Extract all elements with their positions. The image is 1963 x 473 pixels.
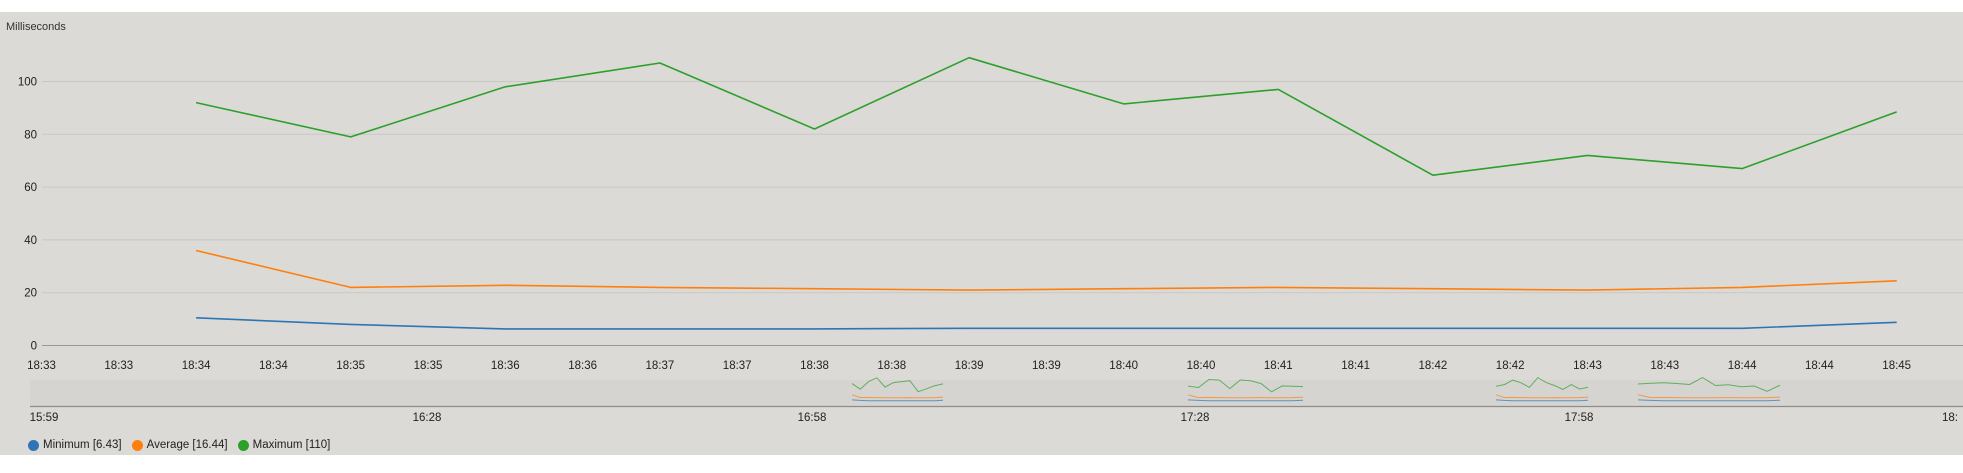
navigator-tick-label: 17:58 [1565,412,1594,424]
x-tick-label: 18:36 [568,360,597,372]
x-tick-label: 18:38 [877,360,906,372]
legend: Minimum [6.43] Average [16.44] Maximum [… [28,437,330,453]
chart-container: Milliseconds 0 20 40 60 80 100 18:33 18:33 18:34 1… [0,12,1963,455]
series-line-minimum[interactable] [196,317,1897,330]
y-tick-label: 0 [31,341,37,353]
x-tick-label: 18:37 [646,360,675,372]
navigator-line-maximum [1495,376,1589,390]
x-tick-label: 18:33 [104,360,133,372]
x-tick-label: 18:34 [259,360,288,372]
navigator-band[interactable] [30,380,1963,406]
x-tick-label: 18:44 [1728,360,1757,372]
x-tick-label: 18:40 [1187,360,1216,372]
x-tick-label: 18:44 [1805,360,1834,372]
x-tick-label: 18:39 [1032,360,1061,372]
y-axis-label: Milliseconds [6,21,66,33]
navigator-tick-label: 18: [1942,412,1958,424]
y-tick-label: 20 [24,288,37,300]
x-tick-label: 18:35 [336,360,365,372]
x-tick-label: 18:37 [723,360,752,372]
navigator-tick-label: 17:28 [1181,412,1210,424]
legend-item-maximum[interactable]: Maximum [110] [237,439,331,451]
x-tick-label: 18:42 [1496,360,1525,372]
average-swatch-icon [131,439,143,451]
navigator-line-maximum [851,377,944,393]
navigator-line-average [1187,394,1304,399]
legend-item-minimum[interactable]: Minimum [6.43] [28,439,122,451]
y-tick-label: 100 [18,77,37,89]
navigator-line-maximum [1187,378,1304,393]
x-tick-label: 18:38 [800,360,829,372]
legend-label-maximum: Maximum [110] [252,439,331,451]
x-tick-label: 18:33 [27,360,56,372]
chart-svg: Milliseconds 0 20 40 60 80 100 18:33 18:33 18:34 1… [6,21,1963,424]
x-tick-label: 18:34 [182,360,211,372]
navigator-line-minimum [851,399,944,402]
navigator-line-minimum [1495,399,1589,402]
navigator-tick-label: 16:28 [413,412,442,424]
x-tick-label: 18:41 [1341,360,1370,372]
navigator-line-average [851,394,944,399]
legend-label-minimum: Minimum [6.43] [43,439,122,451]
x-tick-label: 18:43 [1650,360,1679,372]
x-tick-label: 18:39 [955,360,984,372]
x-tick-label: 18:45 [1882,360,1911,372]
y-tick-label: 80 [24,129,37,141]
series-line-maximum[interactable] [195,56,1897,176]
navigator-line-average [1637,394,1781,399]
navigator-line-minimum [1637,399,1781,402]
series-line-average[interactable] [195,249,1897,291]
legend-label-average: Average [16.44] [146,439,228,451]
minimum-swatch-icon [28,439,39,451]
navigator-tick-label: 16:58 [798,412,827,424]
x-tick-label: 18:40 [1109,360,1138,372]
x-tick-label: 18:42 [1419,360,1448,372]
navigator-line-maximum [1637,377,1781,392]
y-tick-label: 60 [24,182,37,194]
x-tick-label: 18:41 [1264,360,1293,372]
x-tick-label: 18:36 [491,360,520,372]
y-tick-label: 40 [24,235,37,247]
navigator-tick-label: 15:59 [30,412,59,424]
maximum-swatch-icon [237,439,249,451]
x-tick-label: 18:43 [1573,360,1602,372]
legend-item-average[interactable]: Average [16.44] [131,439,228,451]
navigator-line-average [1495,394,1589,399]
navigator-line-minimum [1187,399,1304,402]
x-tick-label: 18:35 [414,360,443,372]
